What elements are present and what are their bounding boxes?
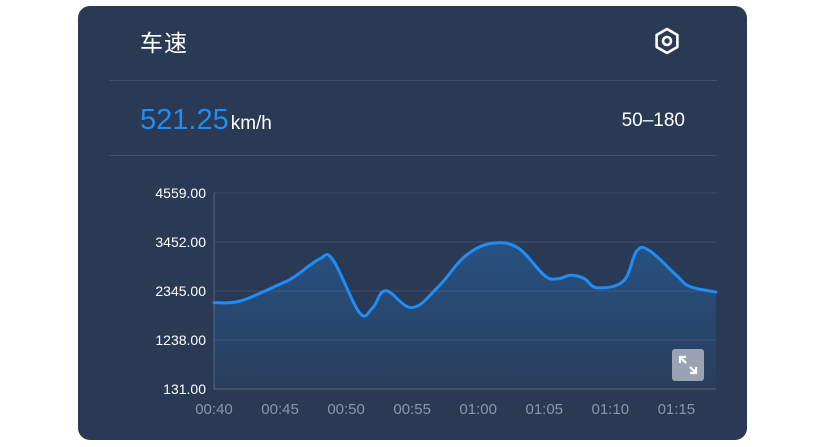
x-tick-label: 01:00 (459, 401, 497, 418)
y-tick-label: 1238.00 (155, 332, 206, 348)
speed-unit: km/h (230, 113, 272, 134)
x-tick-label: 00:40 (195, 401, 233, 418)
speed-area (214, 242, 716, 389)
speed-value: 521.25 (140, 104, 229, 136)
x-axis-ticks: 00:40 00:45 00:50 00:55 01:00 01:05 01:10 01:15 (195, 401, 695, 418)
speed-chart: 4559.00 3452.00 2345.00 1238.00 131.00 00:40… (155, 185, 718, 418)
x-tick-label: 01:05 (525, 401, 563, 418)
x-tick-label: 00:50 (327, 401, 365, 418)
y-axis-ticks: 4559.00 3452.00 2345.00 1238.00 131.00 (155, 185, 206, 397)
y-tick-label: 4559.00 (155, 185, 206, 201)
x-tick-label: 01:10 (592, 401, 630, 418)
y-tick-label: 3452.00 (155, 234, 206, 250)
y-tick-label: 2345.00 (155, 283, 206, 299)
settings-hexagon-icon[interactable] (650, 24, 684, 58)
divider-top (109, 80, 717, 81)
x-tick-label: 01:15 (658, 401, 696, 418)
card-title: 车速 (140, 31, 188, 57)
speed-card: 车速 521.25 km/h 50–180 4559.00 3452.00 2345… (78, 6, 747, 440)
speed-readout: 521.25 km/h (140, 104, 272, 137)
settings-icon-svg (655, 27, 679, 55)
speed-line (212, 241, 718, 318)
expand-icon[interactable] (672, 349, 704, 381)
divider-bottom (109, 155, 717, 156)
y-tick-label: 131.00 (163, 381, 206, 397)
x-tick-label: 00:45 (261, 401, 299, 418)
speed-range: 50–180 (621, 110, 685, 131)
expand-icon-svg (678, 355, 698, 375)
x-tick-label: 00:55 (393, 401, 431, 418)
